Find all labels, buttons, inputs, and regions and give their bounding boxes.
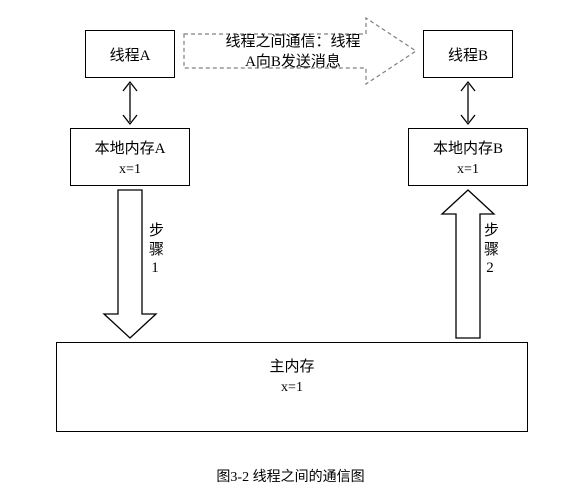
node-thread-a-label: 线程A: [110, 44, 151, 65]
edge-thread-a-mem-a: [118, 78, 142, 128]
node-local-mem-a-label: 本地内存A: [95, 137, 166, 158]
node-thread-b: 线程B: [423, 30, 513, 78]
node-thread-a: 线程A: [85, 30, 175, 78]
node-local-mem-b: 本地内存B x=1: [408, 128, 528, 186]
node-local-mem-a-value: x=1: [119, 162, 141, 178]
comm-arrow-line1: 线程之间通信：线程: [225, 34, 360, 50]
node-local-mem-a: 本地内存A x=1: [70, 128, 190, 186]
edge-step2-label: 步骤2: [480, 222, 501, 280]
node-thread-b-label: 线程B: [448, 44, 488, 65]
edge-thread-b-mem-b: [456, 78, 480, 128]
node-main-mem-value: x=1: [281, 380, 303, 396]
figure-caption: 图3-2 线程之间的通信图: [0, 466, 581, 486]
comm-arrow-line2: A向B发送消息: [245, 54, 341, 70]
comm-arrow-text: 线程之间通信：线程 A向B发送消息: [198, 32, 388, 73]
edge-step1-label: 步骤1: [145, 222, 166, 280]
node-main-mem: 主内存 x=1: [56, 342, 528, 432]
node-local-mem-b-label: 本地内存B: [433, 137, 503, 158]
node-local-mem-b-value: x=1: [457, 162, 479, 178]
node-main-mem-label: 主内存: [269, 355, 314, 376]
